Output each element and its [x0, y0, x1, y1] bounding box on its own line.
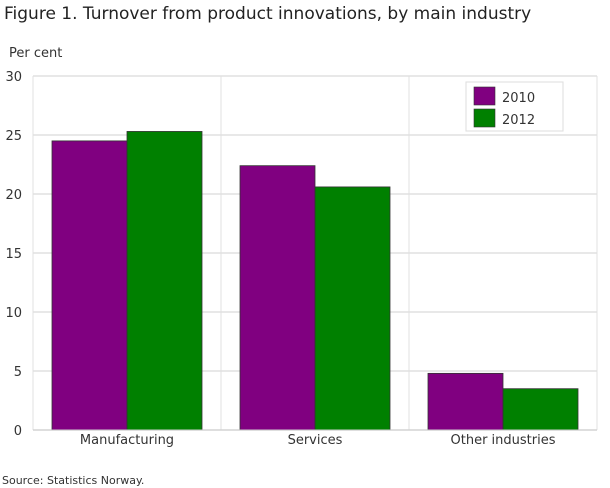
y-axis-label: Per cent — [9, 46, 63, 61]
y-tick-label: 10 — [5, 306, 22, 321]
y-tick-label: 5 — [14, 365, 22, 380]
chart-title: Figure 1. Turnover from product innovati… — [4, 4, 532, 24]
y-tick-label: 20 — [5, 188, 22, 203]
x-tick-label: Other industries — [451, 433, 556, 448]
y-tick-label: 25 — [5, 129, 22, 144]
legend-swatch-2012 — [473, 108, 496, 128]
legend-label: 2012 — [502, 113, 535, 128]
bar-2012 — [126, 131, 203, 431]
y-tick-label: 15 — [5, 247, 22, 262]
bar-2010 — [239, 165, 316, 431]
bar-2012 — [502, 388, 579, 431]
legend-swatch-2010 — [473, 86, 496, 106]
bar-2012 — [314, 186, 391, 431]
y-tick-label: 0 — [14, 424, 22, 439]
legend-label: 2010 — [502, 91, 535, 106]
x-tick-label: Services — [288, 433, 343, 448]
y-tick-label: 30 — [5, 70, 22, 85]
x-tick-label: Manufacturing — [80, 433, 174, 448]
bar-2010 — [427, 372, 504, 431]
bar-2010 — [51, 140, 128, 431]
source-note: Source: Statistics Norway. — [2, 474, 145, 487]
